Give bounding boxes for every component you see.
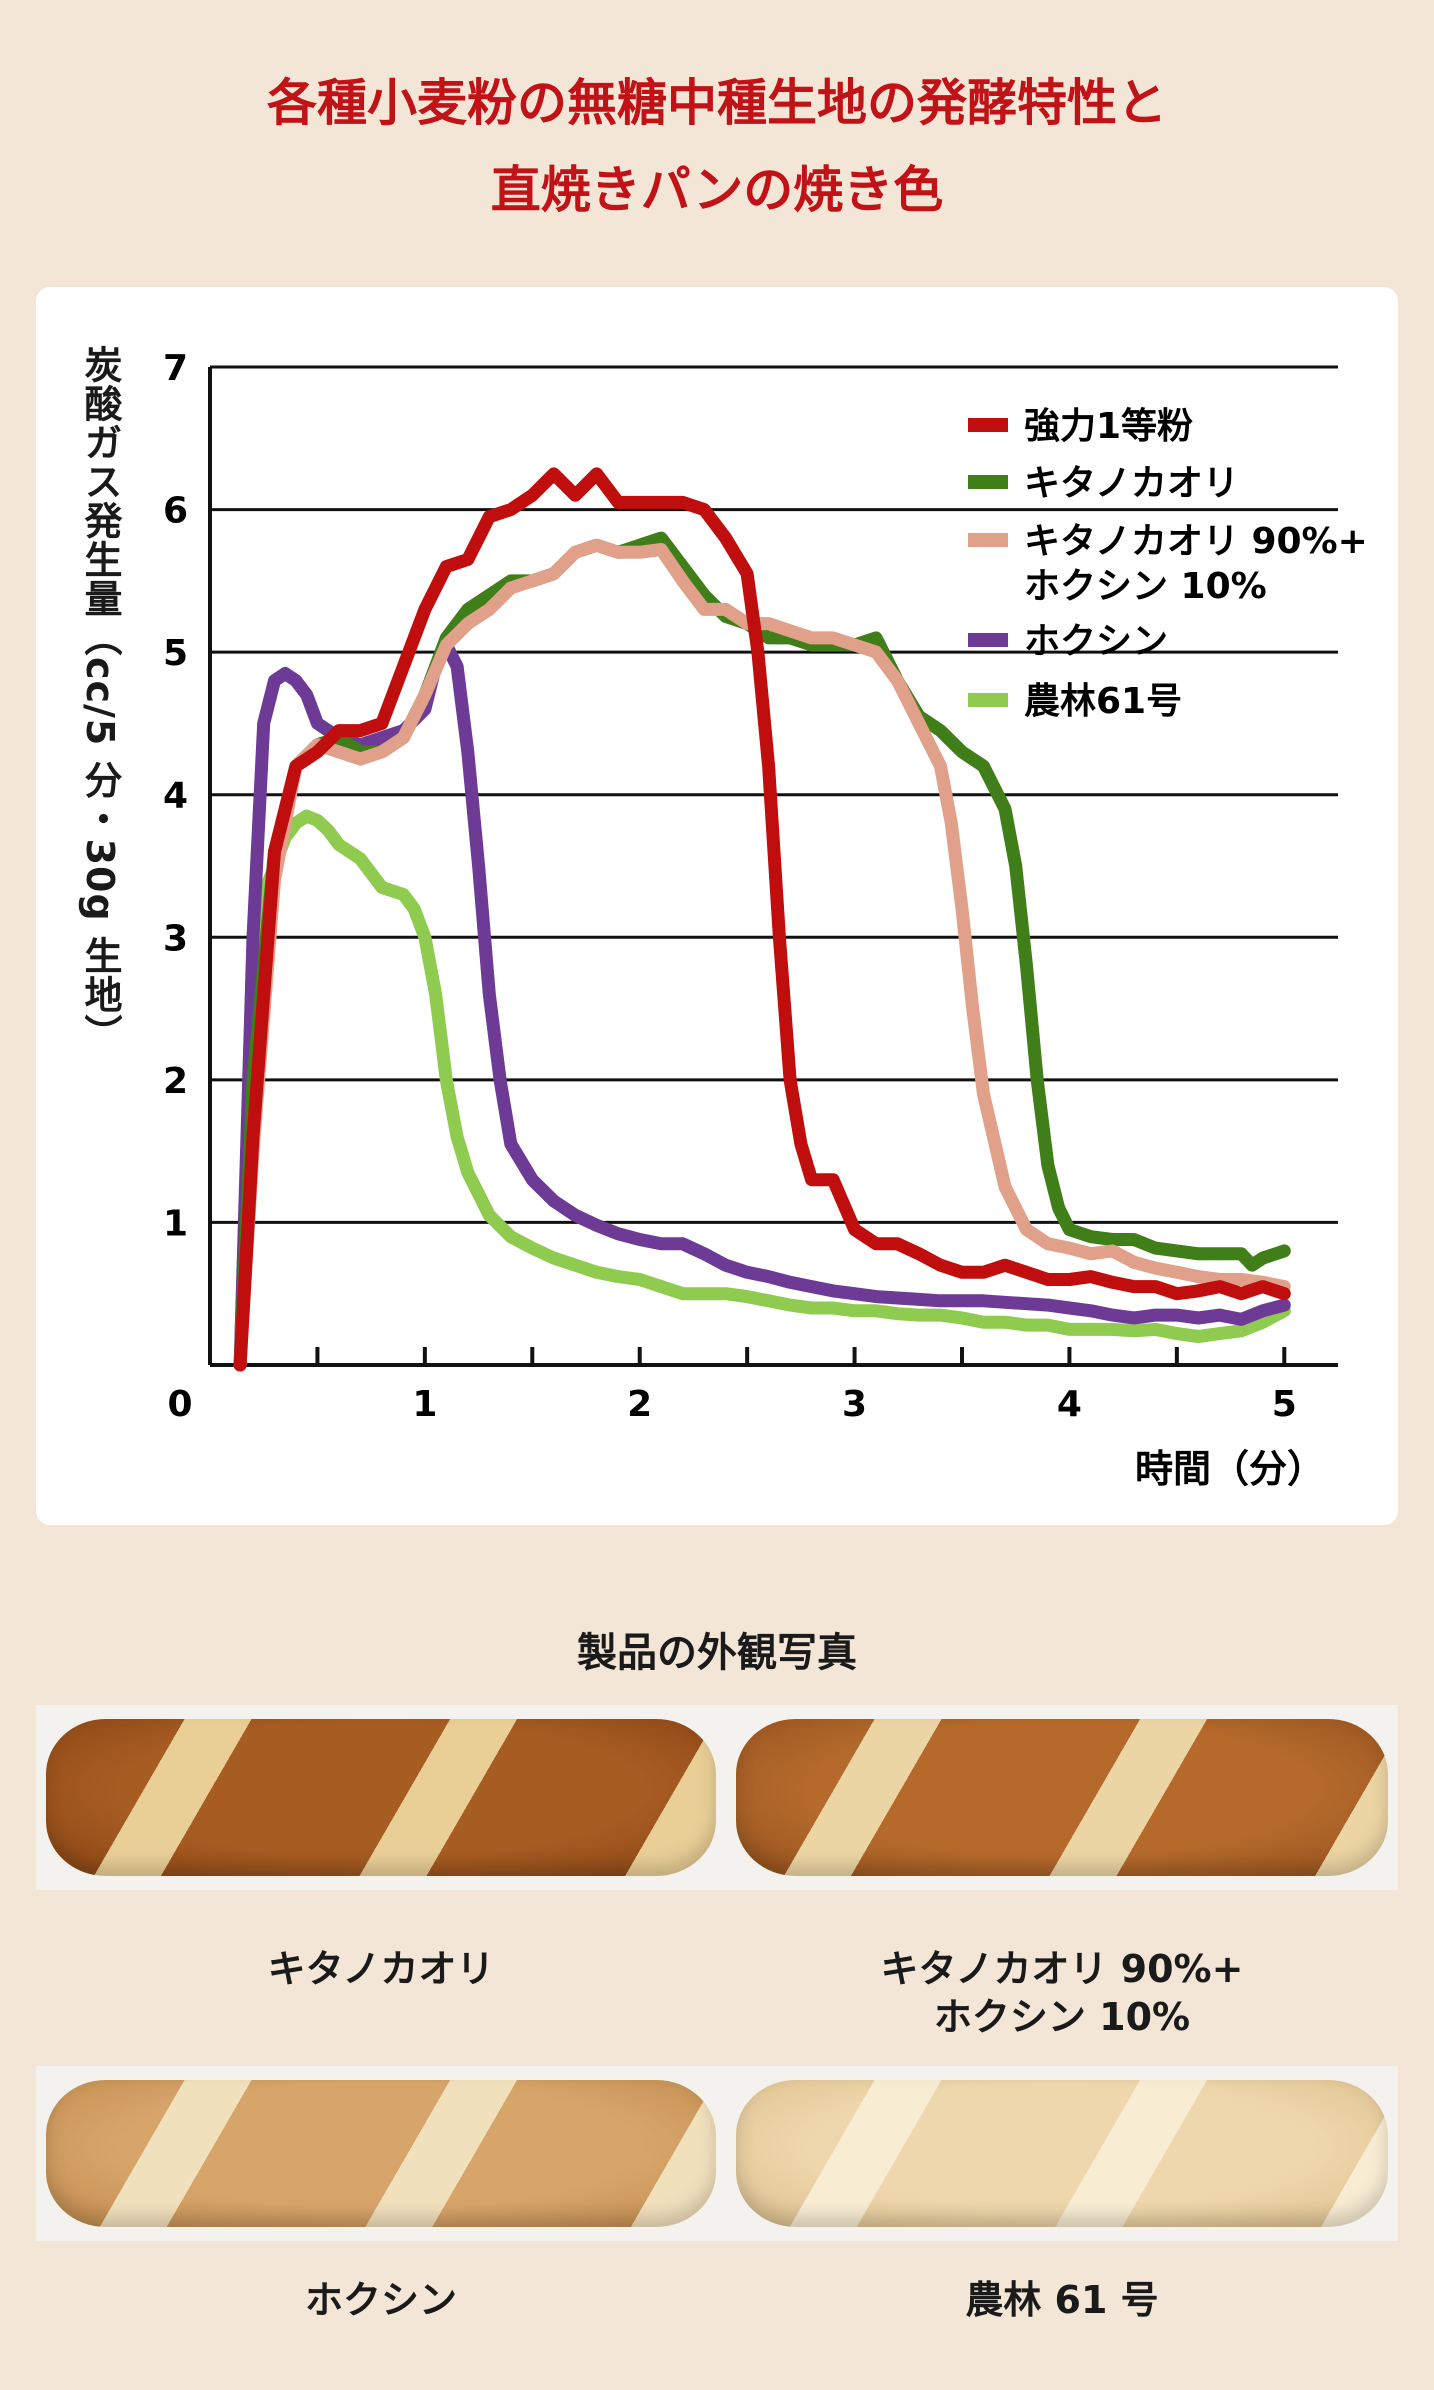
series-line-4 (233, 809, 1291, 1372)
series-line-0 (233, 467, 1291, 1372)
y-tick-label: 6 (163, 491, 188, 532)
bread-photo (726, 2066, 1398, 2241)
baguette-image (736, 1719, 1388, 1876)
baguette-image (46, 2080, 716, 2227)
series-line-3 (233, 638, 1291, 1372)
x-axis-ticks: 0 1 2 3 4 5 (167, 1347, 1297, 1425)
photo-caption: キタノカオリ 90%+ ホクシン 10% (726, 1945, 1398, 2041)
y-axis-ticks: 1 2 3 4 5 6 7 (163, 348, 188, 1244)
photo-caption: ホクシン (36, 2276, 726, 2324)
series-line-2 (233, 538, 1291, 1372)
photo-caption-line1: 農林 61 号 (965, 2278, 1159, 2322)
legend-label: キタノカオリ 90%+ (1024, 521, 1368, 562)
x-axis-label: 時間（分） (1135, 1447, 1325, 1491)
photo-caption: キタノカオリ (36, 1945, 726, 1993)
photo-caption-line1: ホクシン (304, 2278, 457, 2322)
bread-photo (726, 1705, 1398, 1890)
bread-photo (36, 2066, 726, 2241)
legend-label: 農林61号 (1024, 681, 1182, 722)
y-axis-label: 炭酸ガス発生量（cc/5 分・30g 生地） (78, 345, 122, 1053)
legend-label: キタノカオリ (1024, 463, 1239, 504)
photos-section-title: 製品の外観写真 (577, 1630, 857, 1676)
bread-photo (36, 1705, 726, 1890)
legend-label: 強力1等粉 (1024, 406, 1193, 447)
x-tick-label: 2 (627, 1384, 652, 1425)
x-tick-label: 4 (1057, 1384, 1082, 1425)
legend-label: ホクシン 10% (1024, 566, 1267, 607)
chart-axes (208, 367, 1338, 1367)
x-tick-label: 1 (412, 1384, 437, 1425)
x-tick-label: 3 (842, 1384, 867, 1425)
x-tick-label: 5 (1272, 1384, 1297, 1425)
photo-caption: 農林 61 号 (726, 2276, 1398, 2324)
y-tick-label: 5 (163, 633, 188, 674)
y-tick-label: 4 (163, 776, 188, 817)
chart-title-line2: 直焼きパンの焼き色 (490, 161, 944, 219)
x-tick-label: 0 (167, 1384, 192, 1425)
y-tick-label: 7 (163, 348, 188, 389)
y-tick-label: 3 (163, 918, 188, 959)
photo-caption-line2: ホクシン 10% (933, 1995, 1191, 2039)
chart-title-line1: 各種小麦粉の無糖中種生地の発酵特性と (267, 74, 1167, 132)
photo-caption-line1: キタノカオリ (267, 1947, 495, 1991)
legend-label: ホクシン (1024, 621, 1168, 662)
baguette-image (736, 2080, 1388, 2227)
photo-caption-line1: キタノカオリ 90%+ (880, 1947, 1244, 1991)
chart-series (233, 467, 1291, 1372)
y-tick-label: 1 (163, 1203, 188, 1244)
y-tick-label: 2 (163, 1061, 188, 1102)
baguette-image (46, 1719, 716, 1876)
